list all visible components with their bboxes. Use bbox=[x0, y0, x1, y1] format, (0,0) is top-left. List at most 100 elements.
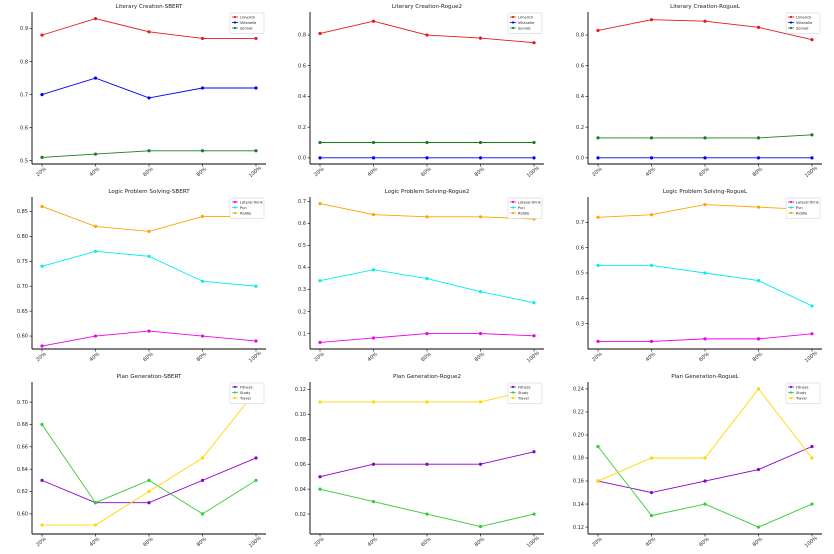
data-point bbox=[425, 215, 429, 219]
data-point bbox=[703, 203, 707, 207]
x-tick-label: 40% bbox=[645, 166, 658, 178]
data-point bbox=[93, 17, 98, 21]
legend-label: Limerick bbox=[518, 15, 534, 19]
data-point bbox=[147, 489, 151, 494]
y-tick-label: 0.14 bbox=[573, 502, 584, 508]
x-tick-label: 80% bbox=[474, 351, 487, 363]
data-point bbox=[532, 450, 536, 454]
y-tick-label: 0.2 bbox=[298, 309, 306, 315]
y-tick-label: 0.8 bbox=[298, 33, 306, 39]
legend-label: Travel bbox=[795, 396, 807, 400]
y-tick-label: 0.70 bbox=[17, 400, 28, 406]
series-line-limerick bbox=[319, 20, 535, 44]
data-point bbox=[649, 18, 654, 22]
data-point bbox=[756, 525, 761, 529]
y-tick-label: 0.12 bbox=[573, 525, 584, 531]
x-tick-label: 80% bbox=[474, 166, 487, 178]
y-tick-label: 0.6 bbox=[298, 221, 306, 227]
data-point bbox=[703, 271, 707, 275]
x-tick-label: 60% bbox=[420, 536, 433, 548]
x-tick-label: 20% bbox=[591, 536, 604, 548]
x-tick-label: 20% bbox=[591, 166, 604, 178]
y-tick-label: 0.8 bbox=[576, 33, 584, 39]
y-tick-label: 0.10 bbox=[295, 412, 306, 418]
y-tick-label: 0.7 bbox=[298, 199, 306, 205]
legend-label: Riddle bbox=[240, 211, 252, 215]
data-point bbox=[371, 400, 376, 404]
x-tick-label: 60% bbox=[698, 351, 711, 363]
x-tick-label: 40% bbox=[89, 536, 102, 548]
data-point bbox=[532, 512, 536, 516]
legend-marker bbox=[789, 385, 793, 389]
y-tick-label: 0.2 bbox=[576, 125, 584, 131]
data-point bbox=[596, 263, 600, 267]
legend-marker bbox=[511, 200, 515, 204]
x-tick-label: 100% bbox=[804, 165, 819, 179]
data-point bbox=[318, 31, 322, 36]
data-point bbox=[596, 156, 600, 160]
data-point bbox=[649, 136, 654, 140]
x-tick-label: 100% bbox=[526, 165, 541, 179]
legend-box bbox=[229, 382, 265, 404]
y-tick-label: 0.4 bbox=[576, 94, 584, 100]
x-tick-label: 100% bbox=[804, 535, 819, 549]
data-point bbox=[756, 387, 761, 391]
chart-panel-8: Plan Generation-RogueL 0.12 0.14 0.16 0.18 0.… bbox=[573, 374, 822, 549]
data-point bbox=[810, 304, 814, 308]
data-point bbox=[756, 467, 761, 472]
x-tick-label: 80% bbox=[474, 536, 487, 548]
x-tick-label: 100% bbox=[248, 165, 263, 179]
data-point bbox=[371, 268, 376, 272]
data-point bbox=[147, 229, 151, 233]
data-point bbox=[93, 501, 98, 505]
legend-label: Sonnet bbox=[796, 26, 809, 30]
legend-marker bbox=[233, 26, 237, 30]
data-point bbox=[596, 136, 600, 140]
x-tick-label: 80% bbox=[752, 536, 765, 548]
data-point bbox=[93, 76, 98, 80]
series-line-fitness bbox=[597, 446, 813, 494]
chart-title: Literary Creation-Rogue2 bbox=[392, 4, 462, 10]
data-point bbox=[254, 149, 258, 153]
y-tick-label: 0.9 bbox=[20, 26, 28, 32]
data-point bbox=[703, 19, 707, 23]
series-line-pun bbox=[319, 269, 535, 304]
data-point bbox=[147, 149, 151, 153]
legend-marker bbox=[789, 15, 793, 19]
data-point bbox=[93, 334, 98, 338]
y-tick-label: 0.6 bbox=[576, 63, 584, 69]
series-line-villanelle bbox=[41, 77, 256, 99]
x-tick-label: 80% bbox=[196, 351, 209, 363]
x-tick-label: 80% bbox=[752, 351, 765, 363]
data-point bbox=[478, 140, 483, 145]
data-point bbox=[40, 155, 44, 159]
data-point bbox=[200, 456, 205, 460]
x-tick-label: 60% bbox=[142, 536, 155, 548]
legend-box bbox=[507, 197, 543, 219]
x-tick-label: 20% bbox=[35, 166, 48, 178]
legend-label: Fitness bbox=[240, 385, 253, 389]
data-point bbox=[425, 400, 429, 404]
legend-box bbox=[507, 382, 543, 404]
legend-label: Villanelle bbox=[796, 21, 813, 25]
data-point bbox=[318, 400, 322, 404]
data-point bbox=[371, 500, 376, 504]
data-point bbox=[371, 19, 376, 23]
legend-marker bbox=[511, 385, 515, 389]
legend-marker bbox=[511, 211, 515, 215]
y-tick-label: 0.6 bbox=[20, 125, 28, 131]
legend-marker bbox=[789, 396, 793, 400]
legend-marker bbox=[233, 15, 237, 19]
series-line-travel bbox=[42, 390, 257, 526]
legend-label: Travel bbox=[239, 396, 251, 400]
y-tick-label: 0.04 bbox=[295, 487, 306, 493]
data-point bbox=[200, 36, 205, 41]
legend-label: Limerick bbox=[796, 15, 812, 19]
data-point bbox=[318, 279, 322, 283]
chart-title: Literary Creation-RogueL bbox=[670, 4, 741, 10]
data-point bbox=[425, 276, 429, 281]
data-point bbox=[371, 156, 376, 160]
legend-marker bbox=[233, 396, 237, 400]
data-point bbox=[532, 301, 536, 305]
